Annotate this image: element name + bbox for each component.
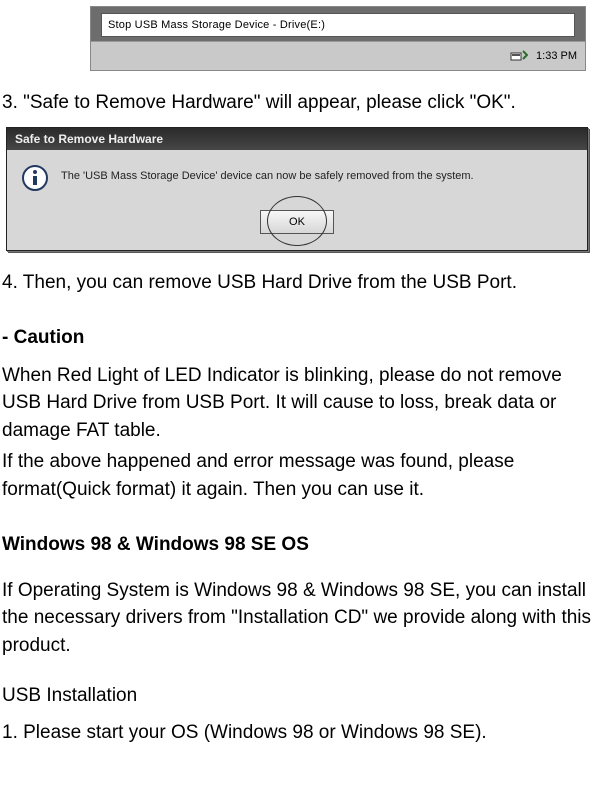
taskbar-top-region: Stop USB Mass Storage Device - Drive(E:) [91,7,585,41]
dialog-title: Safe to Remove Hardware [7,128,587,150]
tray-clock: 1:33 PM [536,50,577,62]
step-4-text: 4. Then, you can remove USB Hard Drive f… [2,269,600,297]
win98-heading: Windows 98 & Windows 98 SE OS [2,531,600,559]
win98-body: If Operating System is Windows 98 & Wind… [2,577,600,660]
ok-button[interactable]: OK [260,210,334,234]
dialog-body: The 'USB Mass Storage Device' device can… [7,150,587,210]
safe-to-remove-dialog: Safe to Remove Hardware The 'USB Mass St… [6,127,588,251]
caution-paragraph-1: When Red Light of LED Indicator is blink… [2,362,600,445]
usb-installation-heading: USB Installation [2,682,600,710]
dialog-button-row: OK [7,210,587,250]
caution-paragraph-2: If the above happened and error message … [2,448,600,503]
stop-device-tooltip: Stop USB Mass Storage Device - Drive(E:) [101,13,575,37]
dialog-message: The 'USB Mass Storage Device' device can… [61,164,474,182]
caution-heading: - Caution [2,324,600,352]
taskbar-screenshot: Stop USB Mass Storage Device - Drive(E:)… [90,6,586,71]
step-3-text: 3. "Safe to Remove Hardware" will appear… [2,89,600,117]
safely-remove-icon [510,49,528,63]
system-tray: 1:33 PM [91,41,585,70]
usb-install-step-1: 1. Please start your OS (Windows 98 or W… [2,719,600,747]
info-icon [21,164,49,192]
